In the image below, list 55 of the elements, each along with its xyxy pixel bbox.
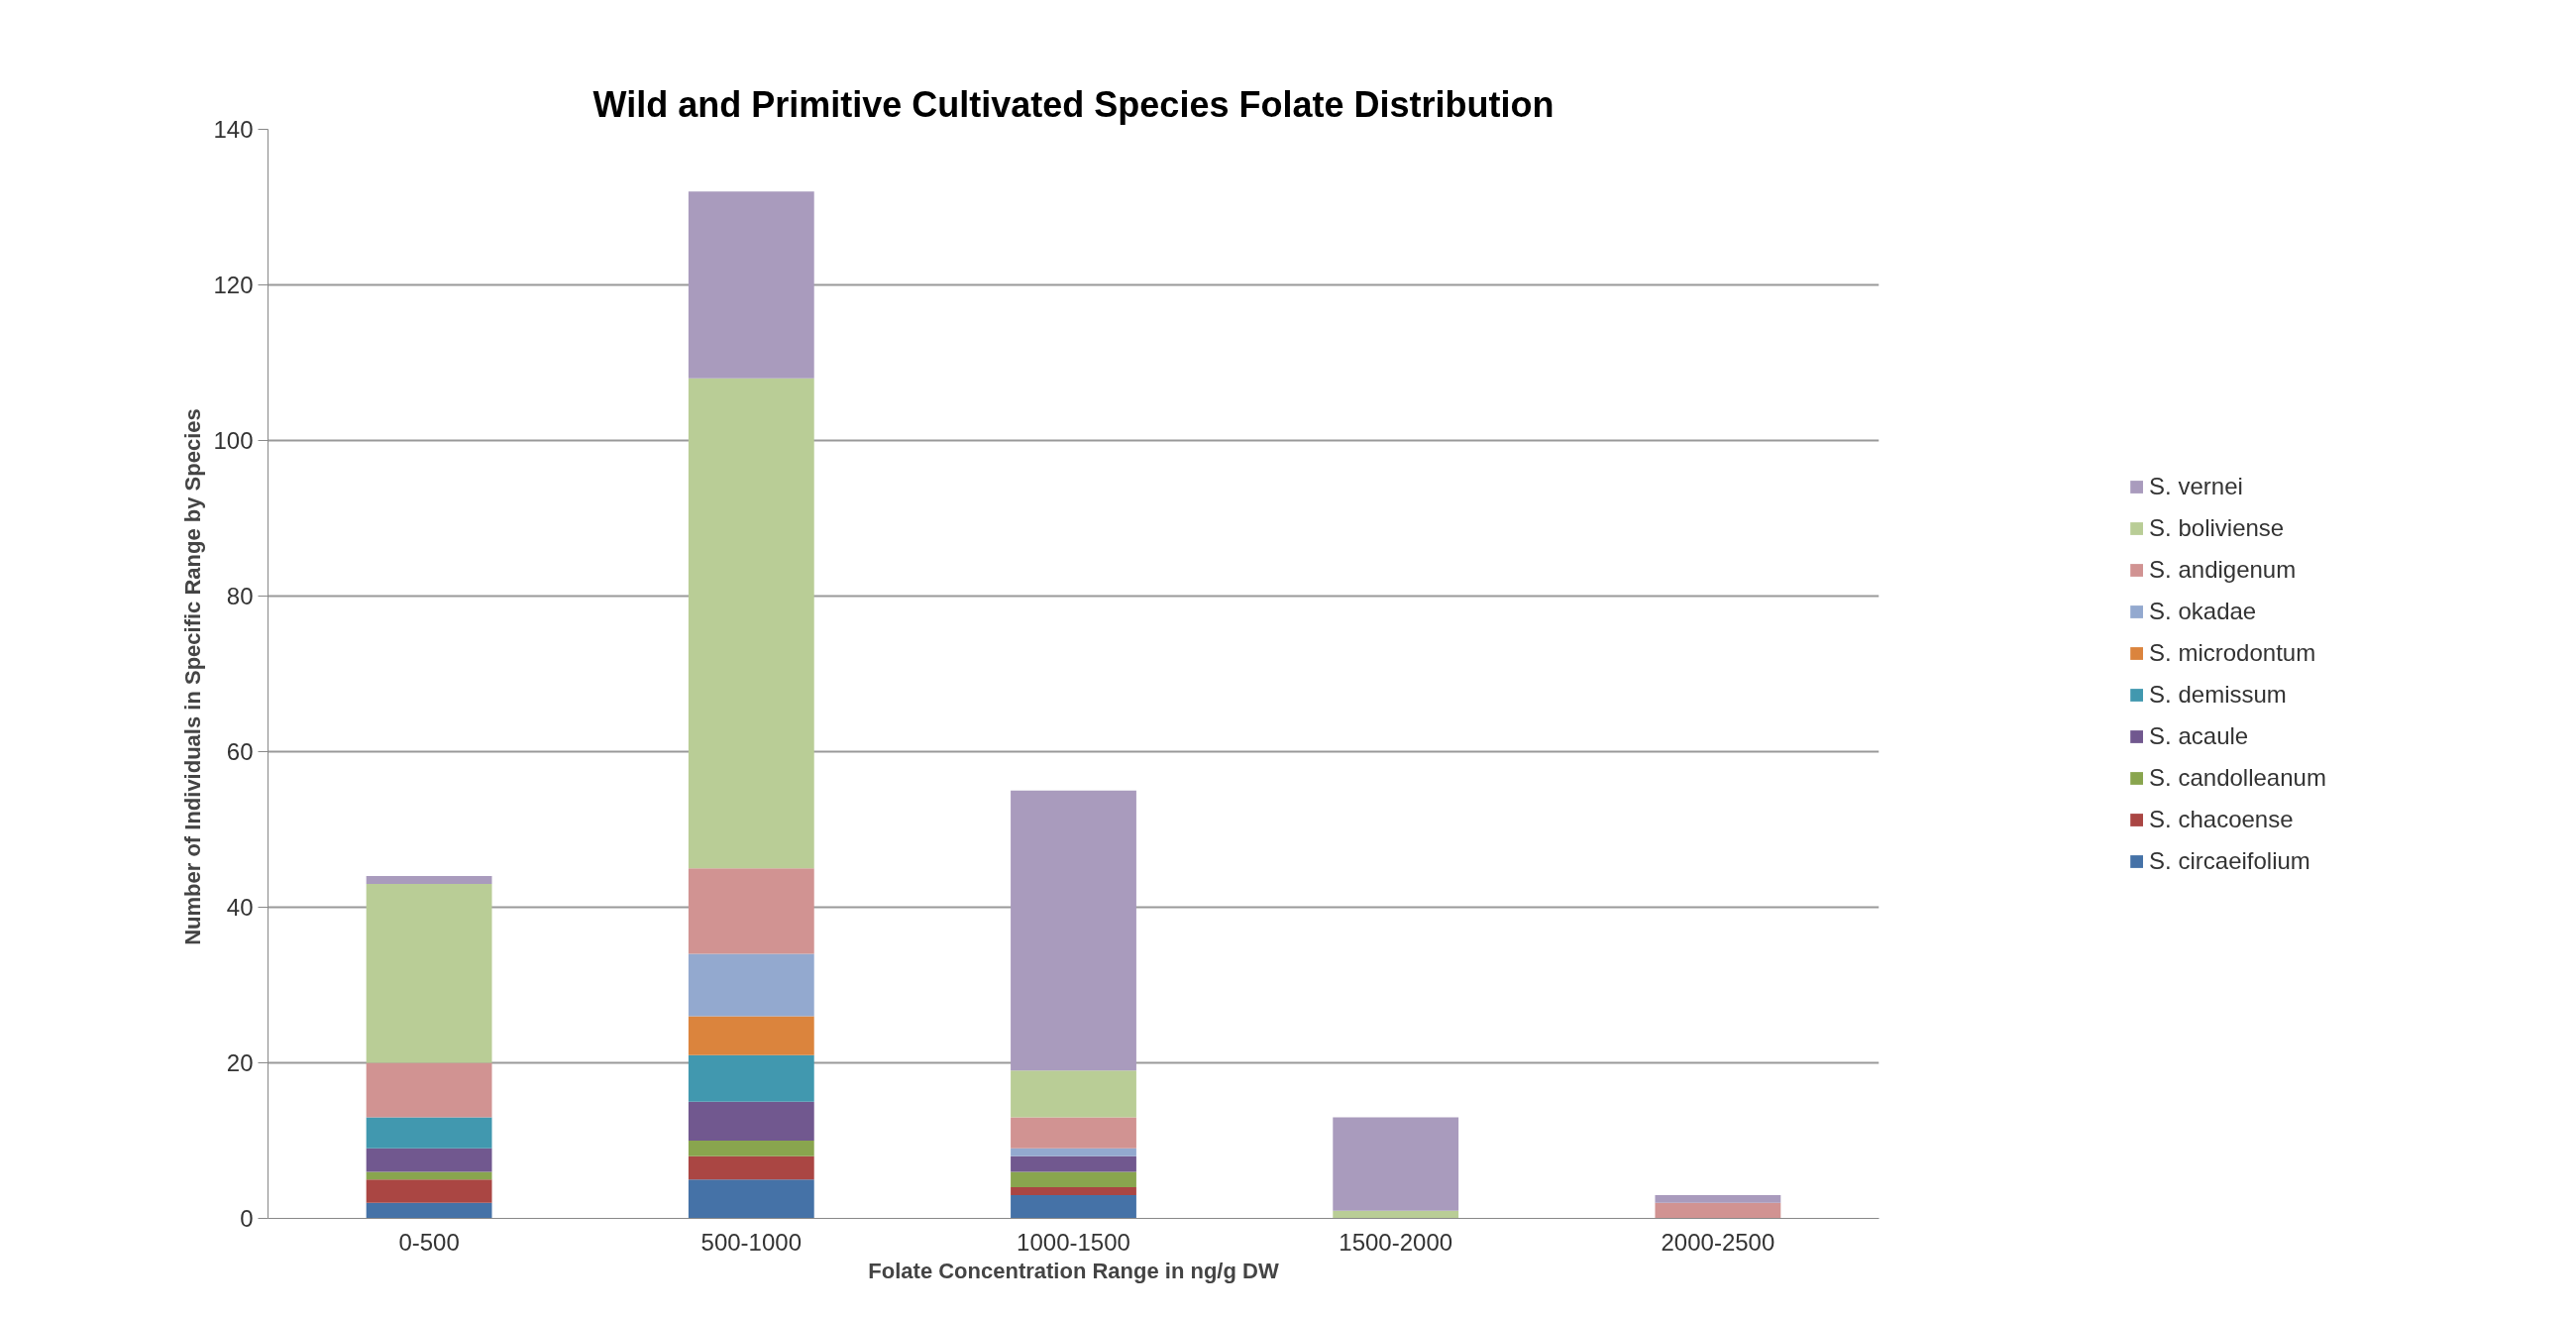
legend-label: S. demissum (2149, 680, 2287, 709)
bar (1655, 1194, 1781, 1203)
bar (1011, 1070, 1136, 1118)
bar (366, 1171, 492, 1180)
y-tick-label: 0 (240, 1205, 254, 1232)
bar (366, 883, 492, 1063)
bar (1333, 1117, 1459, 1211)
bar (1011, 1171, 1136, 1188)
bar (366, 876, 492, 884)
legend-label: S. candolleanum (2149, 763, 2326, 792)
y-axis-title: Number of Individuals in Specific Range by Species (180, 408, 206, 945)
bar (688, 1054, 814, 1102)
bar (366, 1148, 492, 1172)
y-tick-label: 80 (226, 583, 254, 609)
legend-label: S. andigenum (2149, 555, 2297, 584)
bar (688, 953, 814, 1017)
bar (1011, 1194, 1136, 1219)
bar (1011, 1117, 1136, 1149)
bar (688, 1016, 814, 1055)
bar (688, 868, 814, 954)
bar (688, 1101, 814, 1141)
bar (688, 1179, 814, 1219)
legend-label: S. boliviense (2149, 513, 2285, 542)
x-tick-label: 1500-2000 (1339, 1228, 1453, 1256)
legend-label: S. circaeifolium (2149, 846, 2310, 875)
legend-label: S. okadae (2149, 597, 2257, 625)
legend-label: S. microdontum (2149, 638, 2316, 667)
y-tick-label: 60 (226, 738, 254, 765)
bar (1011, 790, 1136, 1071)
x-tick-label: 2000-2500 (1661, 1228, 1775, 1256)
bar (1011, 1187, 1136, 1195)
x-tick-label: 0-500 (398, 1228, 460, 1256)
legend-label: S. acaule (2149, 721, 2249, 750)
bar (366, 1062, 492, 1118)
bar (1011, 1148, 1136, 1156)
legend-label: S. chacoense (2149, 805, 2294, 833)
x-axis-title: Folate Concentration Range in ng/g DW (868, 1258, 1279, 1283)
chart-title: Wild and Primitive Cultivated Species Folate Distribution (592, 83, 1555, 125)
y-tick-label: 20 (226, 1049, 254, 1076)
y-tick-label: 140 (213, 116, 254, 143)
legend-label: S. vernei (2149, 472, 2243, 500)
y-tick-label: 40 (226, 894, 254, 921)
x-tick-label: 1000-1500 (1017, 1228, 1130, 1256)
bar (688, 191, 814, 379)
y-tick-label: 100 (213, 427, 254, 454)
y-tick-label: 120 (213, 272, 254, 298)
bar (688, 1141, 814, 1156)
x-tick-label: 500-1000 (700, 1228, 803, 1256)
bar (1011, 1155, 1136, 1172)
bar (688, 1155, 814, 1180)
bar (366, 1117, 492, 1149)
bar (688, 378, 814, 869)
bar (366, 1179, 492, 1203)
bar (1655, 1202, 1781, 1219)
bar (366, 1202, 492, 1219)
